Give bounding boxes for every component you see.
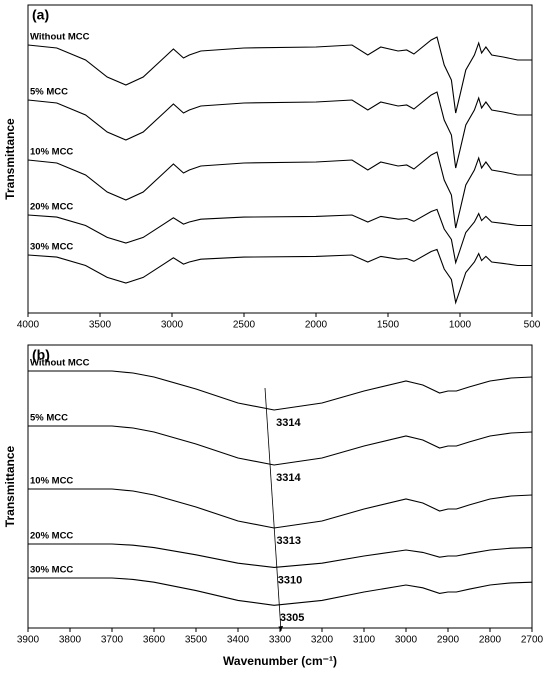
x-tick-label: 2000 <box>305 320 328 331</box>
x-tick-label: 3900 <box>17 635 40 646</box>
panel-label: (b) <box>32 347 50 363</box>
x-tick-label: 2500 <box>233 320 256 331</box>
spectrum-line <box>27 36 532 114</box>
x-tick-label: 4000 <box>17 320 40 331</box>
spectrum-line <box>27 248 532 305</box>
series-label: Without MCC <box>30 32 90 43</box>
spectrum-line <box>27 151 532 229</box>
x-tick-label: 3000 <box>161 320 184 331</box>
series-label: 10% MCC <box>30 147 73 158</box>
x-tick-label: 3500 <box>89 320 112 331</box>
spectrum-line <box>28 577 533 606</box>
x-tick-label: 1500 <box>377 320 400 331</box>
plot-frame <box>27 4 533 314</box>
peak-label: 3313 <box>277 535 301 547</box>
x-tick-label: 500 <box>524 320 541 331</box>
x-tick-label: 2800 <box>479 635 502 646</box>
series-label: Without MCC <box>30 358 90 369</box>
spectrum-line <box>27 208 532 265</box>
peak-label: 3305 <box>280 612 304 624</box>
x-tick-label: 3600 <box>143 635 166 646</box>
series-label: 20% MCC <box>30 531 73 542</box>
panel-label: (a) <box>32 7 49 23</box>
x-tick-label: 2700 <box>521 635 544 646</box>
series-label: 30% MCC <box>30 242 73 253</box>
x-tick-label: 3500 <box>185 635 208 646</box>
x-tick-label: 3400 <box>227 635 250 646</box>
x-tick-label: 1000 <box>449 320 472 331</box>
series-label: 20% MCC <box>30 202 73 213</box>
x-tick-label: 3000 <box>395 635 418 646</box>
x-tick-label: 3800 <box>59 635 82 646</box>
spectrum-line <box>28 425 533 466</box>
x-tick-label: 3300 <box>269 635 292 646</box>
x-axis-label: Wavenumber (cm⁻¹) <box>223 654 337 668</box>
spectrum-line <box>28 543 533 568</box>
series-label: 30% MCC <box>30 565 73 576</box>
series-label: 5% MCC <box>30 87 68 98</box>
x-tick-label: 2900 <box>437 635 460 646</box>
spectrum-line <box>27 91 532 169</box>
spectrum-line <box>28 488 533 529</box>
series-label: 10% MCC <box>30 476 73 487</box>
y-axis-label: Transmittance <box>3 445 17 527</box>
x-tick-label: 3200 <box>311 635 334 646</box>
peak-label: 3314 <box>276 472 301 484</box>
y-axis-label: Transmittance <box>3 118 17 200</box>
x-tick-label: 3100 <box>353 635 376 646</box>
peak-label: 3314 <box>276 417 301 429</box>
spectrum-line <box>28 370 533 411</box>
series-label: 5% MCC <box>30 413 68 424</box>
peak-label: 3310 <box>278 574 302 586</box>
x-tick-label: 3700 <box>101 635 124 646</box>
shift-arrow <box>264 387 284 632</box>
